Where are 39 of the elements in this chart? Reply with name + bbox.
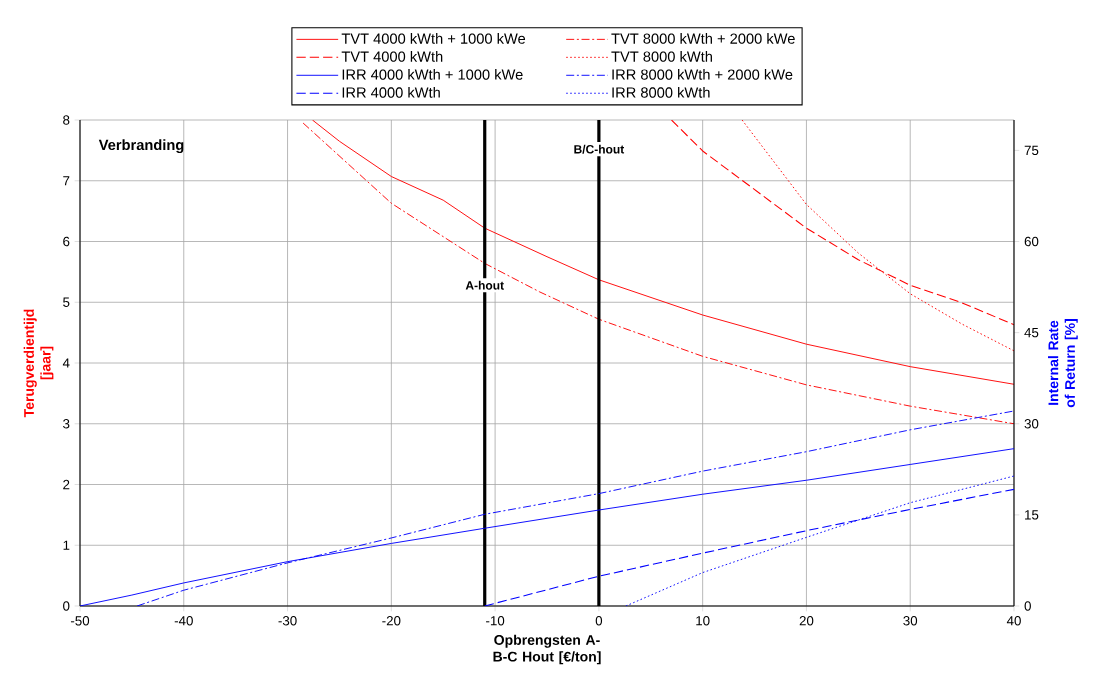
legend-label: IRR 8000 kWth + 2000 kWe xyxy=(612,68,793,80)
legend-label: IRR 4000 kWth xyxy=(342,86,440,98)
x-tick-label: 10 xyxy=(696,616,710,626)
legend-label: TVT 8000 kWth + 2000 kWe xyxy=(611,33,795,44)
x-tick-label: -40 xyxy=(174,616,193,626)
y2-tick-label: 30 xyxy=(1024,419,1039,429)
y-tick-label: 3 xyxy=(63,419,70,429)
y-tick-label: 5 xyxy=(63,297,70,307)
x-tick-label: 0 xyxy=(595,616,603,626)
x-tick-label: -30 xyxy=(278,616,297,626)
legend-label: TVT 8000 kWth xyxy=(611,51,712,62)
ref-line-label: A-hout xyxy=(465,280,504,290)
x-tick-label: -10 xyxy=(486,616,505,626)
legend-label: TVT 4000 kWth + 1000 kWe xyxy=(341,33,526,44)
y-tick-label: 2 xyxy=(63,479,70,490)
x-tick-label: 40 xyxy=(1006,616,1021,626)
y-tick-label: 6 xyxy=(63,236,70,247)
y-tick-label: 7 xyxy=(63,176,70,186)
y2-tick-label: 60 xyxy=(1024,236,1039,247)
annotation: Verbranding xyxy=(98,139,184,154)
x-tick-label: 20 xyxy=(799,616,814,626)
y-tick-label: 4 xyxy=(62,358,70,368)
y-axis-title: Terugverdientijd [jaar] xyxy=(23,309,54,418)
y2-tick-label: 75 xyxy=(1024,145,1039,156)
y2-tick-label: 45 xyxy=(1024,327,1039,338)
legend-label: IRR 8000 kWth xyxy=(612,86,710,98)
y-tick-label: 1 xyxy=(63,540,70,550)
legend-label: IRR 4000 kWth + 1000 kWe xyxy=(342,68,523,80)
y2-axis-title: Internal Rate of Return [%] xyxy=(1048,319,1078,408)
x-tick-label: -20 xyxy=(382,616,401,626)
x-axis-title: Opbrengsten A-B-C Hout [€/ton] xyxy=(493,634,601,665)
y-tick-label: 8 xyxy=(63,115,70,125)
y2-tick-label: 0 xyxy=(1024,601,1031,611)
y2-tick-label: 15 xyxy=(1025,510,1039,520)
legend-label: TVT 4000 kWth xyxy=(341,51,443,62)
y-tick-label: 0 xyxy=(63,601,70,611)
x-tick-label: -50 xyxy=(70,616,90,626)
x-tick-label: 30 xyxy=(903,616,918,626)
ref-line-label: B/C-hout xyxy=(574,144,625,154)
